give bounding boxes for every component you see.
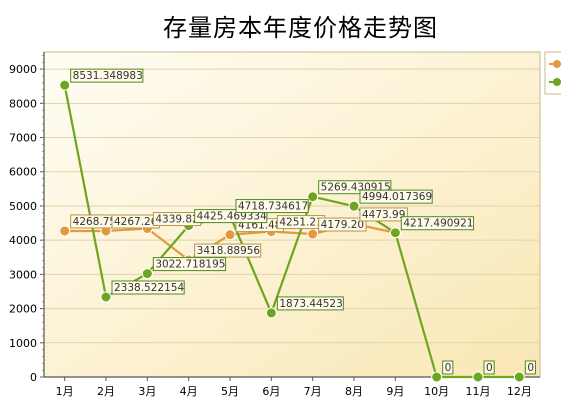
data-label-box xyxy=(483,360,495,375)
x-tick-label: 8月 xyxy=(345,385,363,398)
y-tick-label: 8000 xyxy=(9,97,37,110)
y-tick-label: 0 xyxy=(30,371,37,384)
data-label-box xyxy=(235,199,309,214)
x-tick-label: 7月 xyxy=(304,385,322,398)
y-tick-label: 9000 xyxy=(9,63,37,76)
data-point-series-1[interactable] xyxy=(224,229,236,241)
data-point-series-2[interactable] xyxy=(59,79,71,91)
data-label: 4994.017369 xyxy=(362,191,432,203)
series-line-2 xyxy=(63,84,520,379)
data-point-series-2[interactable] xyxy=(389,227,401,239)
data-label-box xyxy=(359,189,433,204)
data-point-series-2[interactable] xyxy=(472,371,484,383)
data-label-box xyxy=(194,243,262,258)
data-label: 4718.734617 xyxy=(238,201,308,213)
x-tick-label: 4月 xyxy=(180,385,198,398)
legend-swatch-marker xyxy=(553,78,561,86)
data-label-box xyxy=(111,280,185,295)
data-label-box xyxy=(359,207,408,222)
chart-title: 存量房本年度价格走势图 xyxy=(163,14,438,42)
y-tick-label: 3000 xyxy=(9,268,37,281)
data-label: 4251.21 xyxy=(279,217,322,229)
data-point-series-2[interactable] xyxy=(307,191,319,203)
x-tick-label: 5月 xyxy=(221,385,239,398)
data-label-box xyxy=(524,360,537,375)
data-point-series-2[interactable] xyxy=(100,291,112,303)
data-label-box xyxy=(442,360,454,375)
data-label: 4473.99 xyxy=(362,209,405,221)
data-point-series-2[interactable] xyxy=(513,371,525,383)
data-label: 0 xyxy=(527,362,534,374)
data-label: 3022.718195 xyxy=(155,259,225,271)
data-point-series-1[interactable] xyxy=(59,225,71,237)
data-label: 4217.490921 xyxy=(403,218,473,230)
plot-area xyxy=(43,51,541,378)
x-tick-label: 9月 xyxy=(386,385,404,398)
data-point-series-1[interactable] xyxy=(307,228,319,240)
y-tick-label: 1000 xyxy=(9,337,37,350)
legend xyxy=(544,51,561,95)
x-tick-label: 1月 xyxy=(56,385,74,398)
data-label-box xyxy=(400,216,475,231)
x-tick-label: 3月 xyxy=(138,385,156,398)
data-point-series-2[interactable] xyxy=(141,268,153,280)
data-label: 1873.44523 xyxy=(279,298,342,310)
data-label: 4425.469334 xyxy=(197,211,267,223)
y-tick-label: 5000 xyxy=(9,200,37,213)
data-label-box xyxy=(152,257,227,272)
legend-swatch-marker xyxy=(553,60,561,68)
x-tick-label: 10月 xyxy=(424,385,449,398)
y-tick-label: 7000 xyxy=(9,132,37,145)
data-label: 2338.522154 xyxy=(114,282,184,294)
data-label: 0 xyxy=(445,362,452,374)
data-label: 0 xyxy=(486,362,493,374)
data-label: 3418.88956 xyxy=(197,245,261,257)
x-tick-label: 12月 xyxy=(507,385,532,398)
x-tick-label: 11月 xyxy=(466,385,491,398)
data-label: 4268.75 xyxy=(73,216,116,228)
y-tick-label: 4000 xyxy=(9,234,37,247)
data-label: 4339.82 xyxy=(155,214,198,226)
data-label-box xyxy=(276,296,344,311)
data-label-box xyxy=(318,217,367,232)
data-point-series-2[interactable] xyxy=(265,307,277,319)
data-label-box xyxy=(70,68,144,83)
data-point-series-2[interactable] xyxy=(348,200,360,212)
x-tick-label: 2月 xyxy=(97,385,115,398)
data-point-series-2[interactable] xyxy=(431,371,443,383)
x-tick-label: 6月 xyxy=(262,385,280,398)
y-tick-label: 2000 xyxy=(9,303,37,316)
y-tick-label: 6000 xyxy=(9,166,37,179)
data-label: 4179.20 xyxy=(321,219,364,231)
data-label: 4267.26 xyxy=(114,216,158,228)
data-label: 8531.348983 xyxy=(73,70,143,82)
